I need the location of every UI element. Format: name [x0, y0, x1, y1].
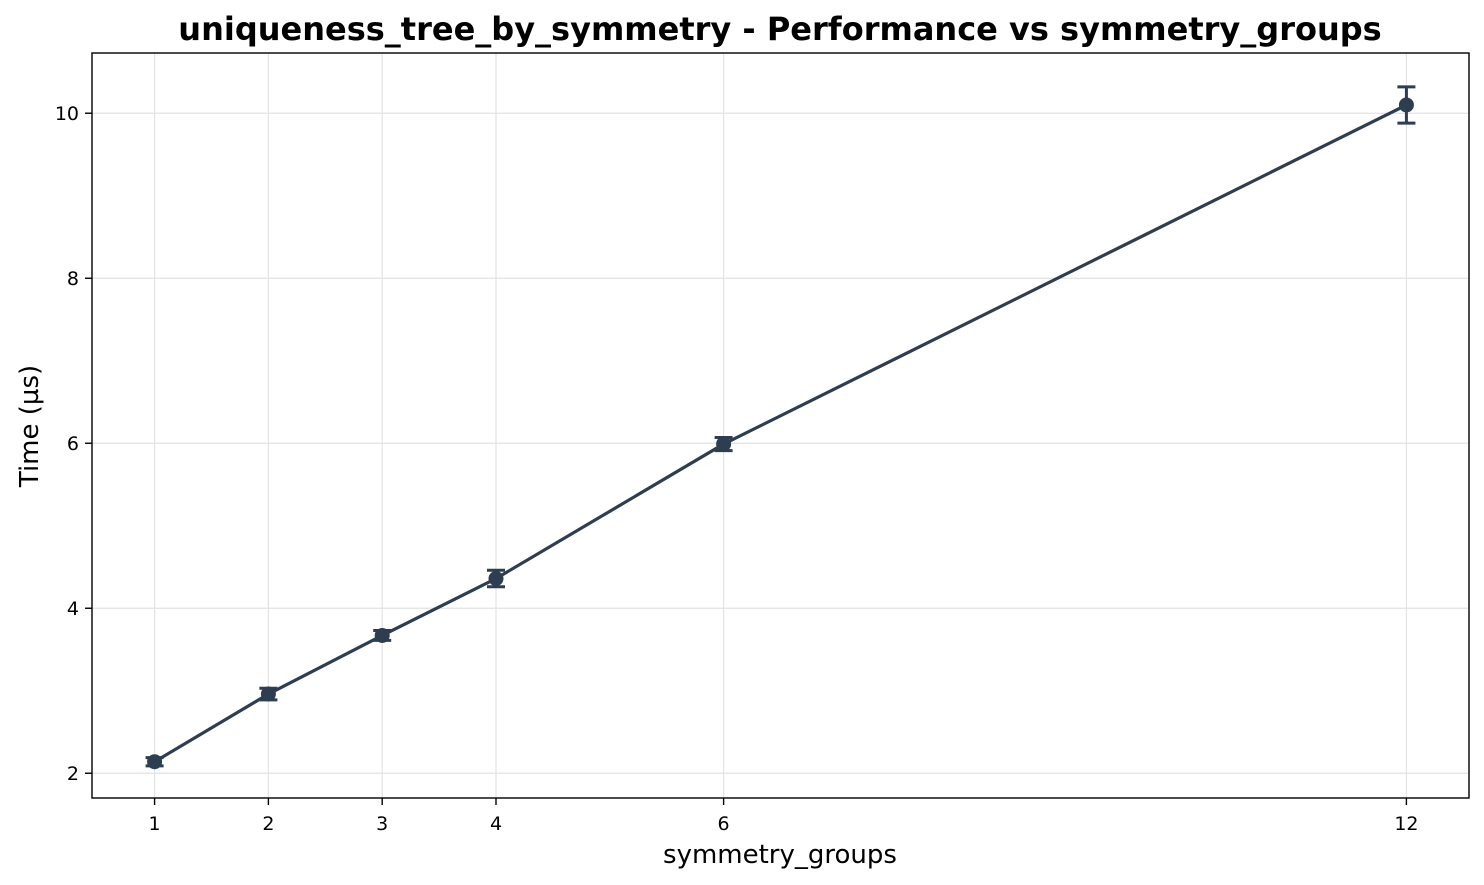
data-point	[716, 436, 732, 452]
data-point	[374, 627, 390, 643]
y-tick-label: 8	[67, 268, 79, 290]
series-line	[153, 103, 1408, 764]
x-tick-label: 1	[149, 813, 161, 835]
x-axis-label: symmetry_groups	[663, 840, 897, 870]
chart-title: uniqueness_tree_by_symmetry - Performanc…	[178, 10, 1381, 48]
y-tick-label: 2	[67, 763, 79, 785]
y-tick-label: 10	[55, 103, 79, 125]
x-tick-label: 3	[376, 813, 388, 835]
data-point	[1398, 97, 1414, 113]
y-tick-label: 6	[67, 433, 79, 455]
x-tick-label: 4	[490, 813, 502, 835]
x-tick-label: 6	[718, 813, 730, 835]
series-layer	[145, 85, 1416, 770]
data-point	[147, 754, 163, 770]
y-tick-label: 4	[67, 598, 79, 620]
y-axis-label: Time (µs)	[15, 365, 45, 488]
plot-area-frame	[91, 52, 1470, 799]
x-tick-label: 12	[1394, 813, 1418, 835]
grid-layer	[92, 53, 1469, 798]
data-point	[260, 686, 276, 702]
x-tick-label: 2	[262, 813, 274, 835]
data-point	[488, 571, 504, 587]
